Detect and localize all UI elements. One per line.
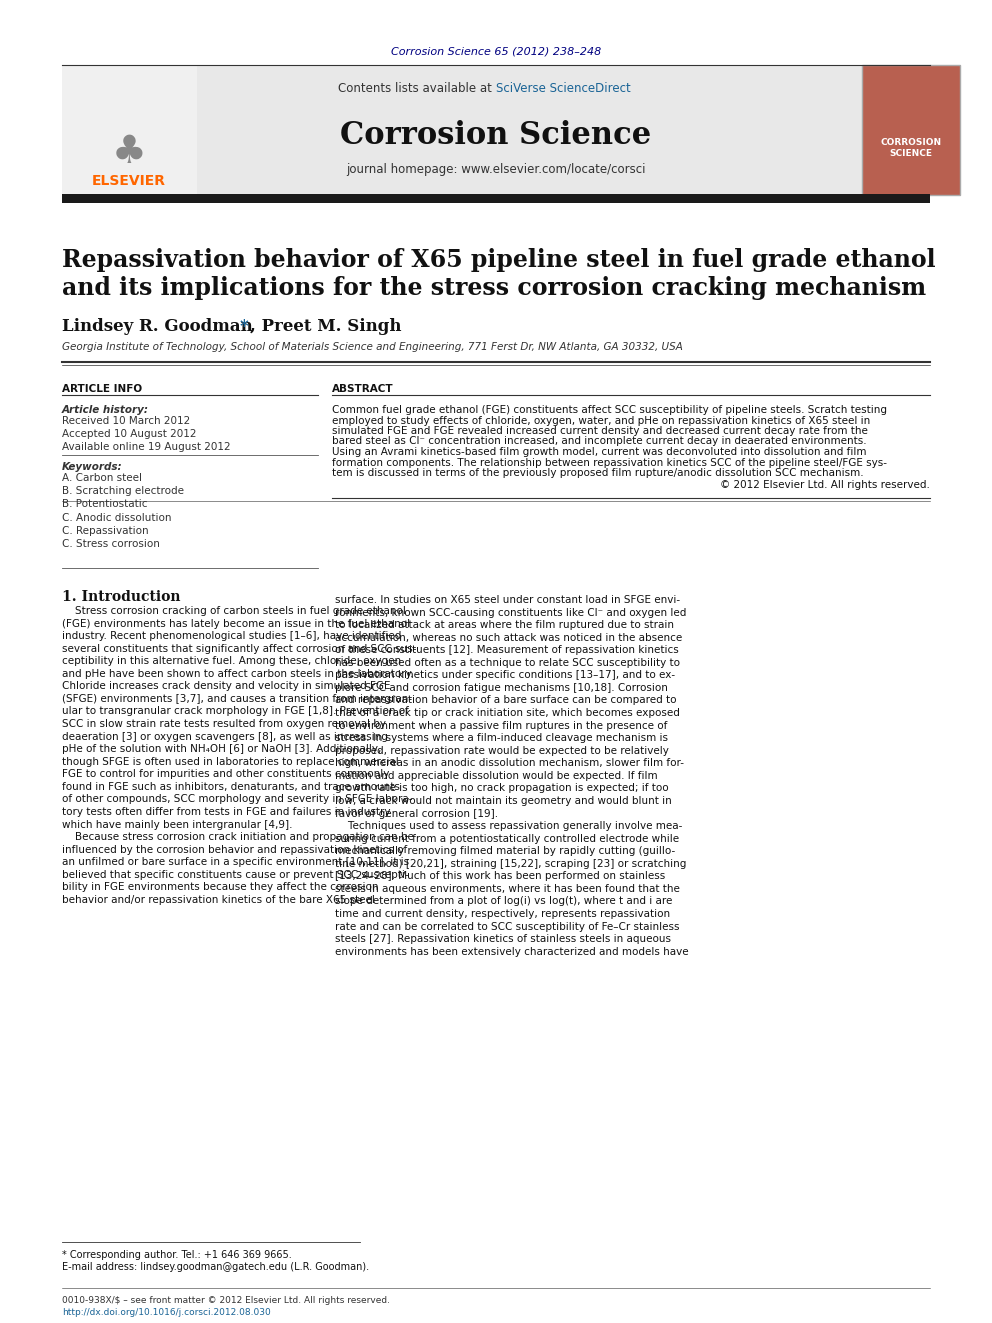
Text: CORROSION
SCIENCE: CORROSION SCIENCE [881,139,941,157]
Text: employed to study effects of chloride, oxygen, water, and pHe on repassivation k: employed to study effects of chloride, o… [332,415,870,426]
Text: journal homepage: www.elsevier.com/locate/corsci: journal homepage: www.elsevier.com/locat… [346,164,646,176]
Text: Using an Avrami kinetics-based film growth model, current was deconvoluted into : Using an Avrami kinetics-based film grow… [332,447,866,456]
Text: Corrosion Science 65 (2012) 238–248: Corrosion Science 65 (2012) 238–248 [391,48,601,57]
Text: © 2012 Elsevier Ltd. All rights reserved.: © 2012 Elsevier Ltd. All rights reserved… [720,480,930,491]
Text: A. Carbon steel
B. Scratching electrode
B. Potentiostatic
C. Anodic dissolution
: A. Carbon steel B. Scratching electrode … [62,474,184,549]
Bar [62,194,930,202]
Text: Lindsey R. Goodman: Lindsey R. Goodman [62,318,259,335]
Text: Article history:: Article history: [62,405,149,415]
Text: Common fuel grade ethanol (FGE) constituents affect SCC susceptibility of pipeli: Common fuel grade ethanol (FGE) constitu… [332,405,887,415]
Text: Corrosion Science: Corrosion Science [340,119,652,151]
Text: * Corresponding author. Tel.: +1 646 369 9665.: * Corresponding author. Tel.: +1 646 369… [62,1250,292,1259]
Text: Keywords:: Keywords: [62,462,123,472]
Text: tem is discussed in terms of the previously proposed film rupture/anodic dissolu: tem is discussed in terms of the previou… [332,468,864,478]
Text: 1. Introduction: 1. Introduction [62,590,181,605]
Bar [62,65,930,194]
Text: *: * [240,318,249,335]
Text: ♣: ♣ [111,134,147,171]
Text: simulated FGE and FGE revealed increased current density and decreased current d: simulated FGE and FGE revealed increased… [332,426,868,437]
Text: 0010-938X/$ – see front matter © 2012 Elsevier Ltd. All rights reserved.: 0010-938X/$ – see front matter © 2012 El… [62,1297,390,1304]
Bar [862,65,960,194]
Text: bared steel as Cl⁻ concentration increased, and incomplete current decay in deae: bared steel as Cl⁻ concentration increas… [332,437,867,446]
Text: SciVerse ScienceDirect: SciVerse ScienceDirect [496,82,631,94]
Text: ARTICLE INFO: ARTICLE INFO [62,384,142,394]
Text: E-mail address: lindsey.goodman@gatech.edu (L.R. Goodman).: E-mail address: lindsey.goodman@gatech.e… [62,1262,369,1271]
Text: Georgia Institute of Technology, School of Materials Science and Engineering, 77: Georgia Institute of Technology, School … [62,343,682,352]
Text: Repassivation behavior of X65 pipeline steel in fuel grade ethanol
and its impli: Repassivation behavior of X65 pipeline s… [62,247,935,300]
Text: Received 10 March 2012
Accepted 10 August 2012
Available online 19 August 2012: Received 10 March 2012 Accepted 10 Augus… [62,415,230,452]
Text: Stress corrosion cracking of carbon steels in fuel grade ethanol
(FGE) environme: Stress corrosion cracking of carbon stee… [62,606,417,905]
Text: http://dx.doi.org/10.1016/j.corsci.2012.08.030: http://dx.doi.org/10.1016/j.corsci.2012.… [62,1308,271,1316]
Text: ELSEVIER: ELSEVIER [92,175,166,188]
Text: ABSTRACT: ABSTRACT [332,384,394,394]
Text: Contents lists available at: Contents lists available at [338,82,496,94]
Bar [62,65,197,194]
Text: surface. In studies on X65 steel under constant load in SFGE envi-
ronments, kno: surface. In studies on X65 steel under c… [335,595,688,957]
Text: , Preet M. Singh: , Preet M. Singh [250,318,402,335]
Text: formation components. The relationship between repassivation kinetics SCC of the: formation components. The relationship b… [332,458,887,467]
